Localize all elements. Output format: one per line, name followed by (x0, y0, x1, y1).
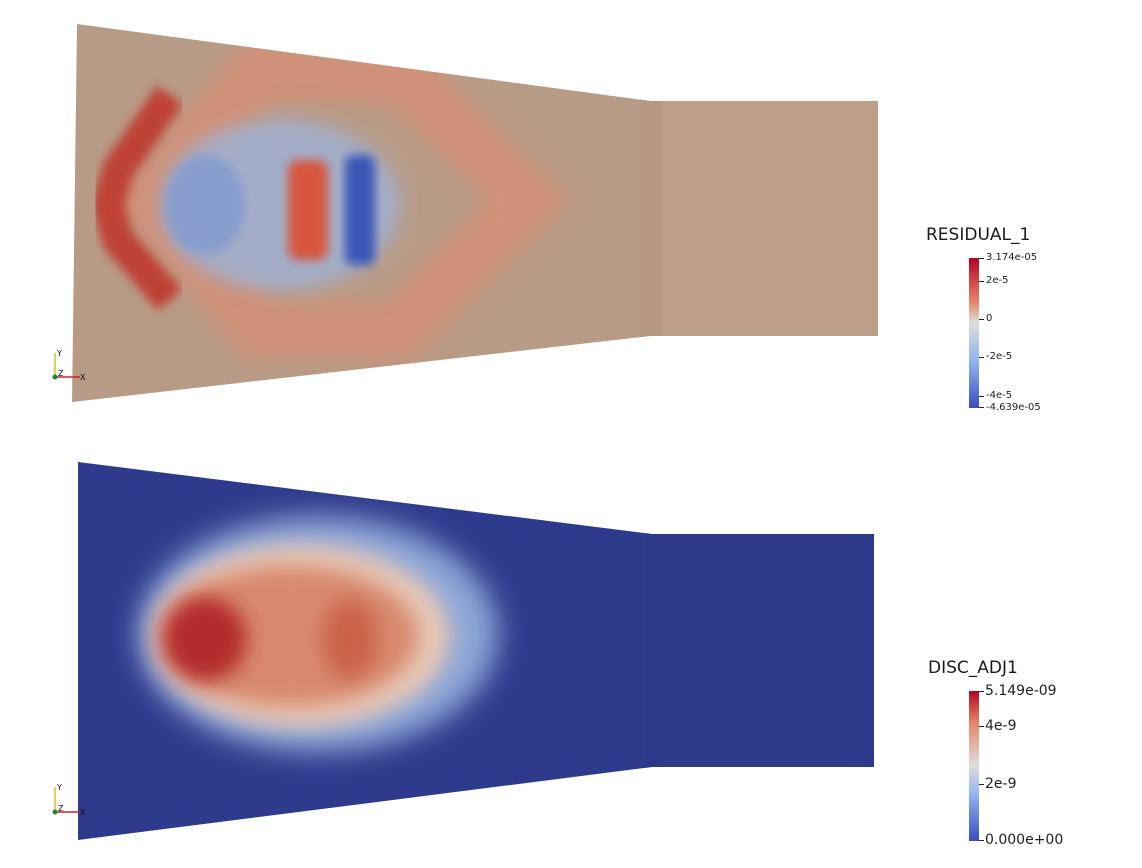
residual-colorbar-title: RESIDUAL_1 (926, 225, 1031, 245)
residual-colorbar-label: 3.174e-05 (986, 252, 1038, 263)
residual-center-red (288, 160, 328, 260)
residual-colorbar-label: -2e-5 (986, 351, 1013, 362)
axis-x-label: X (80, 808, 86, 817)
adjoint-colorbar-label: 5.149e-09 (985, 683, 1057, 699)
adjoint-field-plot (78, 462, 874, 840)
axis-z-label: Z (58, 804, 64, 813)
residual-colorbar-label: -4e-5 (986, 390, 1013, 401)
axis-y-label: Y (56, 783, 62, 792)
residual-center-blue (345, 155, 375, 265)
adjoint-colorbar-title: DISC_ADJ1 (928, 658, 1018, 678)
axis-z-label: Z (58, 369, 64, 378)
residual-outlet-surface (640, 95, 878, 340)
orientation-axes-icon: Y Z X (52, 349, 86, 382)
adjoint-colorbar (969, 691, 979, 841)
adjoint-colorbar-label: 0.000e+00 (985, 832, 1064, 848)
residual-colorbar-label: -4.639e-05 (986, 402, 1041, 413)
residual-colorbar-label: 0 (986, 313, 993, 324)
orientation-axes-icon: Y Z X (52, 783, 86, 817)
adjoint-render-view[interactable]: DISC_ADJ1 5.149e-09 4e-9 2e-9 0.000e+00 … (0, 434, 1142, 868)
residual-outer-ring (110, 39, 573, 360)
residual-field-plot (72, 24, 878, 402)
adjoint-peak (163, 597, 378, 681)
residual-colorbar-label: 2e-5 (986, 275, 1009, 286)
adjoint-colorbar-label: 4e-9 (985, 718, 1017, 734)
adjoint-colorbar-label: 2e-9 (985, 776, 1017, 792)
residual-left-band (91, 85, 184, 311)
axis-x-label: X (80, 373, 86, 382)
residual-render-view[interactable]: RESIDUAL_1 3.174e-05 2e-5 0 -2e-5 -4e-5 … (0, 0, 1142, 434)
axis-y-label: Y (56, 349, 62, 358)
residual-colorbar (969, 258, 979, 408)
